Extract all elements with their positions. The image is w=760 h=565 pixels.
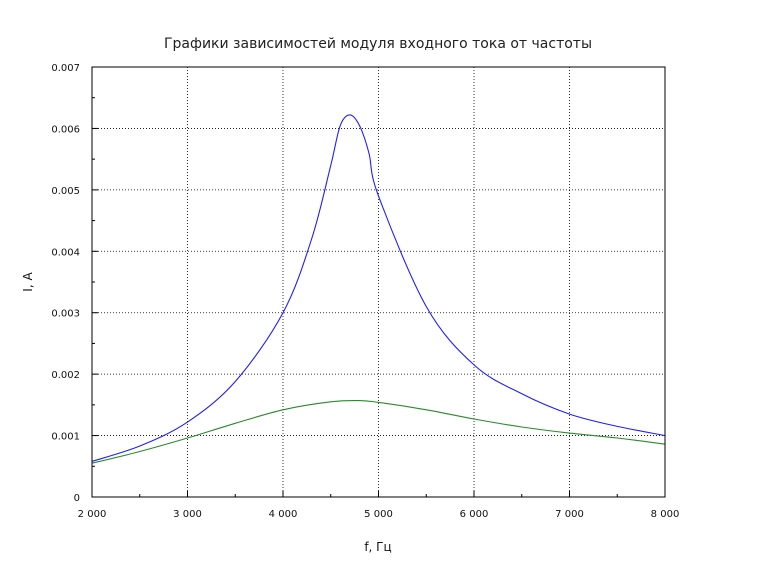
x-axis-ticks: 2 000 3 000 4 000 5 000 6 000 7 000 8 000 xyxy=(78,491,680,520)
x-tick-label: 6 000 xyxy=(460,509,489,520)
y-tick-label: 0.003 xyxy=(51,309,80,320)
y-tick-label: 0.006 xyxy=(51,124,80,135)
x-tick-label: 7 000 xyxy=(555,509,584,520)
y-tick-label: 0.004 xyxy=(51,247,80,258)
x-tick-label: 3 000 xyxy=(173,509,202,520)
x-tick-label: 5 000 xyxy=(364,509,393,520)
x-axis-label: f, Гц xyxy=(364,540,391,554)
y-tick-label: 0.001 xyxy=(51,432,80,443)
y-tick-label: 0.002 xyxy=(51,370,80,381)
grid xyxy=(92,67,665,497)
series-group xyxy=(91,114,666,464)
series-line-2 xyxy=(91,399,666,464)
x-tick-label: 2 000 xyxy=(78,509,107,520)
y-tick-label: 0.007 xyxy=(51,63,80,74)
y-tick-label: 0.005 xyxy=(51,186,80,197)
y-axis-label: I, A xyxy=(21,272,35,292)
x-tick-label: 8 000 xyxy=(651,509,680,520)
series-line-1 xyxy=(91,114,666,462)
x-tick-label: 4 000 xyxy=(269,509,298,520)
chart-title: Графики зависимостей модуля входного ток… xyxy=(164,36,592,52)
plot-frame xyxy=(91,66,666,498)
y-tick-label: 0 xyxy=(74,493,80,504)
y-axis-ticks: 0 0.001 0.002 0.003 0.004 0.005 0.006 0.007 xyxy=(51,63,98,504)
